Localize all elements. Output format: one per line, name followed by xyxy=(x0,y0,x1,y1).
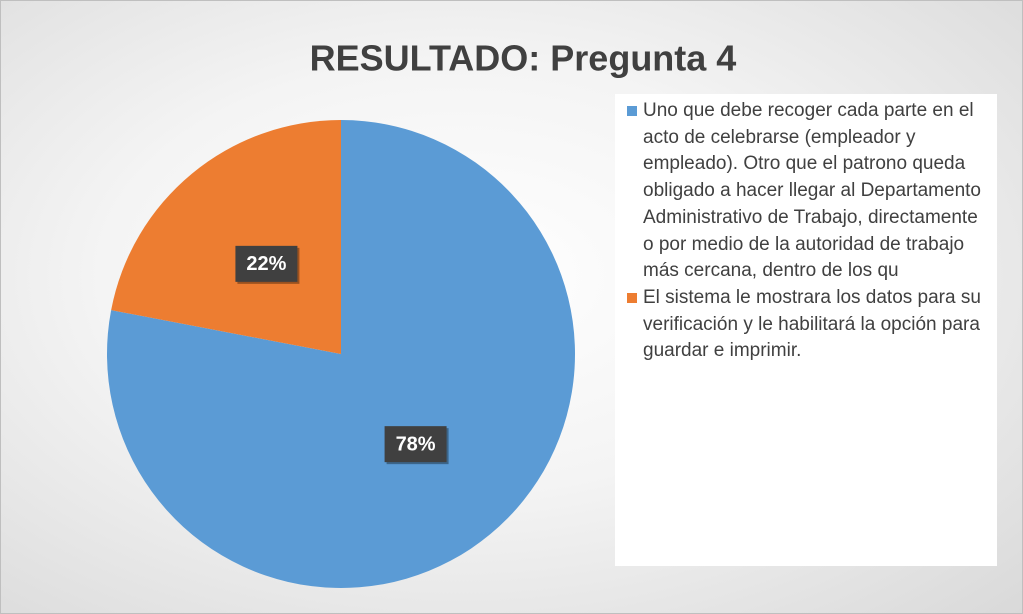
legend: Uno que debe recoger cada parte en el ac… xyxy=(615,94,997,566)
data-label-box xyxy=(384,426,447,463)
legend-entry: El sistema le mostrara los datos para su… xyxy=(627,285,991,365)
legend-entry: Uno que debe recoger cada parte en el ac… xyxy=(627,98,991,285)
data-label-text: 22% xyxy=(246,253,286,275)
legend-swatch xyxy=(627,106,637,116)
legend-label: Uno que debe recoger cada parte en el ac… xyxy=(643,100,981,282)
legend-swatch xyxy=(627,292,637,303)
data-label-box xyxy=(235,245,298,282)
pie-slice xyxy=(111,120,342,354)
data-label: 78% xyxy=(384,426,449,465)
data-label: 22% xyxy=(235,245,300,284)
chart-title: RESULTADO: Pregunta 4 xyxy=(310,38,737,79)
legend-label: El sistema le mostrara los datos para su… xyxy=(643,286,981,362)
data-label-text: 78% xyxy=(396,433,436,455)
